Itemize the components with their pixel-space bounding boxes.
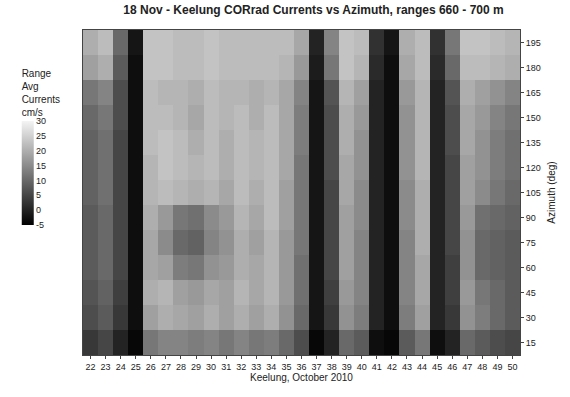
svg-text:0: 0 bbox=[36, 205, 41, 215]
svg-text:RangeAvgCurrentscm/s: RangeAvgCurrentscm/s bbox=[22, 68, 60, 118]
svg-text:50: 50 bbox=[507, 362, 517, 372]
svg-text:18 Nov - Keelung CORrad Curren: 18 Nov - Keelung CORrad Currents vs Azim… bbox=[123, 3, 503, 17]
svg-text:42: 42 bbox=[387, 362, 397, 372]
svg-text:135: 135 bbox=[526, 138, 541, 148]
svg-text:165: 165 bbox=[526, 88, 541, 98]
svg-text:60: 60 bbox=[526, 263, 536, 273]
svg-text:25: 25 bbox=[131, 362, 141, 372]
svg-text:10: 10 bbox=[36, 176, 46, 186]
svg-text:32: 32 bbox=[236, 362, 246, 372]
svg-text:43: 43 bbox=[402, 362, 412, 372]
svg-text:15: 15 bbox=[526, 338, 536, 348]
svg-text:47: 47 bbox=[462, 362, 472, 372]
svg-text:40: 40 bbox=[357, 362, 367, 372]
svg-text:41: 41 bbox=[372, 362, 382, 372]
svg-text:Keelung, October 2010: Keelung, October 2010 bbox=[250, 372, 353, 383]
svg-text:26: 26 bbox=[146, 362, 156, 372]
svg-text:39: 39 bbox=[342, 362, 352, 372]
svg-text:38: 38 bbox=[327, 362, 337, 372]
svg-text:48: 48 bbox=[477, 362, 487, 372]
svg-text:23: 23 bbox=[101, 362, 111, 372]
svg-text:33: 33 bbox=[251, 362, 261, 372]
svg-text:31: 31 bbox=[221, 362, 231, 372]
svg-text:20: 20 bbox=[36, 146, 46, 156]
svg-text:28: 28 bbox=[176, 362, 186, 372]
svg-text:5: 5 bbox=[36, 190, 41, 200]
svg-text:34: 34 bbox=[266, 362, 276, 372]
svg-text:37: 37 bbox=[312, 362, 322, 372]
svg-text:120: 120 bbox=[526, 163, 541, 173]
svg-text:30: 30 bbox=[526, 313, 536, 323]
svg-text:24: 24 bbox=[116, 362, 126, 372]
svg-text:-5: -5 bbox=[36, 220, 44, 230]
svg-text:75: 75 bbox=[526, 238, 536, 248]
svg-text:22: 22 bbox=[86, 362, 96, 372]
svg-text:150: 150 bbox=[526, 113, 541, 123]
svg-text:36: 36 bbox=[296, 362, 306, 372]
svg-text:15: 15 bbox=[36, 161, 46, 171]
svg-text:25: 25 bbox=[36, 131, 46, 141]
svg-text:Azimuth (deg): Azimuth (deg) bbox=[546, 161, 557, 223]
svg-text:27: 27 bbox=[161, 362, 171, 372]
svg-text:180: 180 bbox=[526, 63, 541, 73]
svg-text:49: 49 bbox=[492, 362, 502, 372]
svg-text:30: 30 bbox=[206, 362, 216, 372]
svg-text:29: 29 bbox=[191, 362, 201, 372]
svg-text:195: 195 bbox=[526, 38, 541, 48]
svg-text:90: 90 bbox=[526, 213, 536, 223]
svg-text:35: 35 bbox=[281, 362, 291, 372]
svg-text:30: 30 bbox=[36, 116, 46, 126]
svg-text:46: 46 bbox=[447, 362, 457, 372]
svg-text:45: 45 bbox=[526, 288, 536, 298]
svg-text:45: 45 bbox=[432, 362, 442, 372]
svg-text:105: 105 bbox=[526, 188, 541, 198]
svg-text:44: 44 bbox=[417, 362, 427, 372]
